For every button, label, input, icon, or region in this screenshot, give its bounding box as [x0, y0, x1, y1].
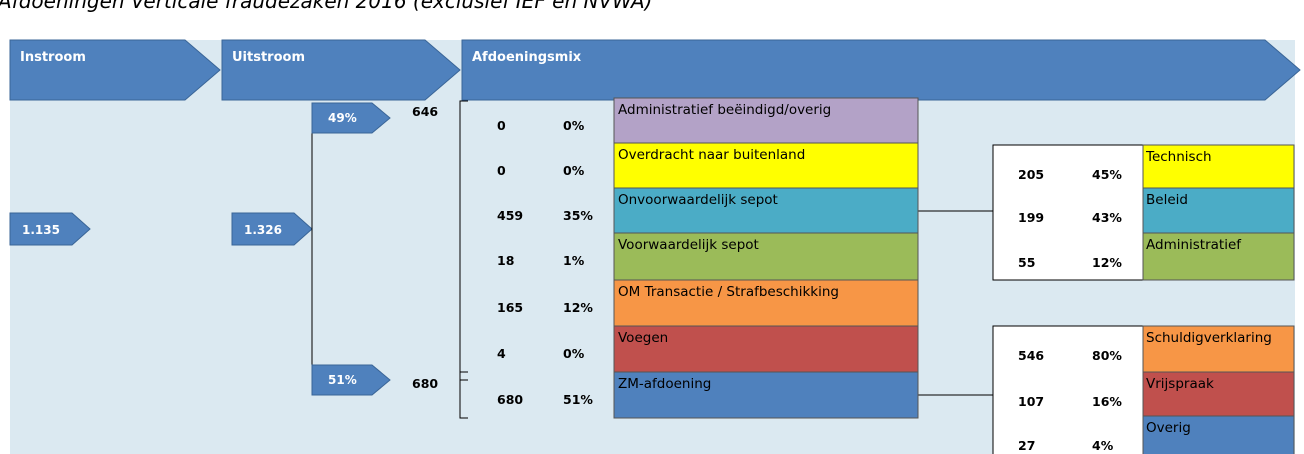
split-count: 680 — [412, 376, 438, 391]
category-box — [613, 279, 919, 327]
percentage: 43% — [1092, 210, 1122, 225]
category-box — [613, 371, 919, 419]
split-count: 646 — [412, 104, 438, 119]
count: 27 — [1018, 438, 1035, 453]
title: Afdoeningen Verticale fraudezaken 2016 (… — [0, 0, 652, 13]
header-arrow — [461, 39, 1301, 101]
percentage: 45% — [1092, 167, 1122, 182]
category-label: Technisch — [1145, 149, 1212, 165]
flow-arrow — [231, 212, 313, 246]
category-box — [613, 97, 919, 144]
percentage: 0% — [563, 346, 585, 361]
bracket — [459, 100, 468, 381]
category-box — [613, 142, 919, 189]
percentage: 4% — [1092, 438, 1114, 453]
percentage: 51% — [563, 392, 593, 407]
header-label: Uitstroom — [232, 50, 305, 65]
flow-arrow — [311, 102, 391, 134]
header-label: Instroom — [20, 50, 86, 65]
category-label: Beleid — [1146, 192, 1188, 208]
percentage: 12% — [1092, 255, 1122, 270]
category-label: Voegen — [618, 330, 668, 346]
category-box — [1142, 232, 1295, 281]
count: 18 — [497, 253, 514, 268]
flow-arrow — [311, 364, 391, 396]
category-box — [613, 232, 919, 281]
category-label: OM Transactie / Strafbeschikking — [618, 284, 839, 300]
category-label: Schuldigverklaring — [1146, 330, 1272, 346]
category-label: Voorwaardelijk sepot — [618, 237, 759, 253]
category-label: Administratief — [1146, 237, 1242, 253]
count: 0 — [497, 163, 506, 178]
category-box — [1142, 415, 1295, 454]
percentage: 35% — [563, 208, 593, 223]
category-label: ZM-afdoening — [618, 376, 711, 392]
category-box — [1142, 371, 1295, 417]
count: 165 — [497, 300, 523, 315]
count: 4 — [497, 346, 506, 361]
category-box — [1142, 187, 1295, 234]
count: 55 — [1018, 255, 1035, 270]
category-label: Overdracht naar buitenland — [618, 147, 805, 163]
category-label: Administratief beëindigd/overig — [618, 102, 831, 118]
percentage: 0% — [563, 163, 585, 178]
header-arrow — [221, 39, 461, 101]
percentage: 1% — [563, 253, 585, 268]
percentage: 16% — [1092, 394, 1122, 409]
count: 205 — [1018, 167, 1044, 182]
percentage: 0% — [563, 118, 585, 133]
count: 680 — [497, 392, 523, 407]
category-box — [613, 187, 919, 234]
category-label: Onvoorwaardelijk sepot — [618, 192, 778, 208]
instroom-value: 1.135 — [22, 223, 60, 237]
category-box — [613, 325, 919, 373]
header-arrow — [9, 39, 221, 101]
flow-arrow — [9, 212, 91, 246]
count: 107 — [1018, 394, 1044, 409]
count: 199 — [1018, 210, 1044, 225]
percentage: 12% — [563, 300, 593, 315]
bracket — [459, 371, 468, 419]
percentage: 80% — [1092, 348, 1122, 363]
category-box — [1142, 144, 1295, 189]
header-label: Afdoeningsmix — [472, 50, 582, 65]
count: 0 — [497, 118, 506, 133]
split-pct: 51% — [328, 373, 357, 387]
split-pct: 49% — [328, 111, 357, 125]
count: 459 — [497, 208, 523, 223]
count: 546 — [1018, 348, 1044, 363]
category-label: Vrijspraak — [1146, 376, 1214, 392]
uitstroom-value: 1.326 — [244, 223, 282, 237]
category-label: Overig — [1146, 420, 1191, 436]
